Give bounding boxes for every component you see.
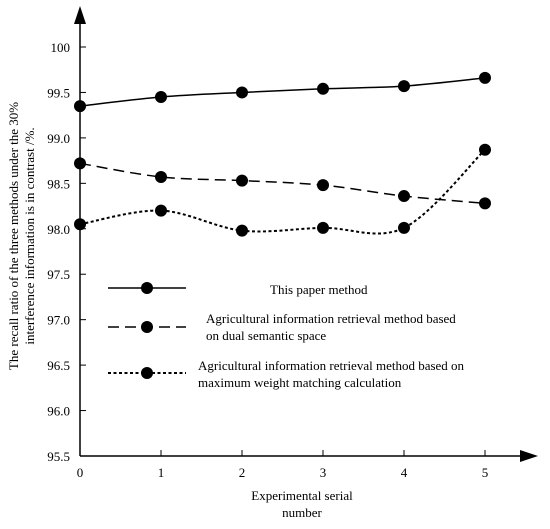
data-point: [317, 179, 329, 192]
x-tick-label: 1: [158, 465, 165, 480]
y-tick-label: 97.0: [47, 313, 70, 328]
x-axis-label-line-2: number: [282, 505, 322, 520]
data-point: [317, 82, 329, 95]
data-point: [236, 224, 248, 237]
y-tick-label: 99.5: [47, 85, 70, 100]
x-axis-label: Experimental serial number: [251, 488, 353, 520]
data-point: [74, 218, 86, 231]
legend-marker-2: [141, 321, 153, 333]
x-tick-label: 0: [77, 465, 84, 480]
data-point: [74, 100, 86, 113]
data-point: [398, 190, 410, 203]
series-2: [74, 157, 491, 210]
data-point: [236, 174, 248, 187]
series-line: [79, 77, 486, 107]
series-1: [74, 71, 491, 113]
y-tick-label: 98.5: [47, 176, 70, 191]
data-point: [479, 197, 491, 210]
x-axis-arrow-icon: [520, 450, 538, 462]
series-line: [79, 162, 486, 205]
data-point: [236, 86, 248, 99]
series-layer: [74, 71, 491, 237]
series-3: [74, 143, 491, 237]
legend-label-2-line-2: on dual semantic space: [206, 328, 326, 343]
legend-marker-3: [141, 367, 153, 379]
y-axis-label-line-2: interference information is in contrast …: [22, 127, 37, 344]
legend-item-1: This paper method: [108, 282, 368, 297]
legend: This paper method Agricultural informati…: [108, 282, 465, 390]
y-axis-arrow-icon: [74, 6, 86, 24]
y-tick-label: 99.0: [47, 131, 70, 146]
data-point: [155, 204, 167, 217]
legend-marker-1: [141, 282, 153, 294]
y-axis-label-line-1: The recall ratio of the three methods un…: [6, 102, 21, 370]
x-tick-label: 4: [401, 465, 408, 480]
data-point: [479, 71, 491, 84]
data-point: [398, 80, 410, 93]
y-tick-label: 97.5: [47, 267, 70, 282]
data-point: [74, 157, 86, 170]
data-point: [155, 90, 167, 103]
x-ticks: 0 1 2 3 4 5: [77, 450, 489, 480]
series-line: [79, 148, 486, 235]
legend-label-3-line-1: Agricultural information retrieval metho…: [198, 358, 465, 373]
data-point: [317, 221, 329, 234]
y-axis-label: The recall ratio of the three methods un…: [6, 102, 37, 370]
x-tick-label: 2: [239, 465, 246, 480]
legend-item-2: Agricultural information retrieval metho…: [108, 311, 456, 343]
y-tick-label: 98.0: [47, 222, 70, 237]
data-point: [479, 143, 491, 156]
y-tick-label: 96.0: [47, 404, 70, 419]
y-tick-label: 95.5: [47, 449, 70, 464]
y-tick-label: 100: [51, 40, 71, 55]
y-tick-label: 96.5: [47, 358, 70, 373]
legend-label-1: This paper method: [270, 282, 368, 297]
x-axis-label-line-1: Experimental serial: [251, 488, 353, 503]
legend-label-2-line-1: Agricultural information retrieval metho…: [206, 311, 456, 326]
legend-label-3-line-2: maximum weight matching calculation: [198, 375, 402, 390]
x-tick-label: 5: [482, 465, 489, 480]
legend-item-3: Agricultural information retrieval metho…: [108, 358, 465, 390]
y-ticks: 95.5 96.0 96.5 97.0 97.5 98.0 98.5 99.0 99.5 100: [47, 40, 86, 464]
data-point: [155, 170, 167, 183]
data-point: [398, 221, 410, 234]
x-tick-label: 3: [320, 465, 327, 480]
